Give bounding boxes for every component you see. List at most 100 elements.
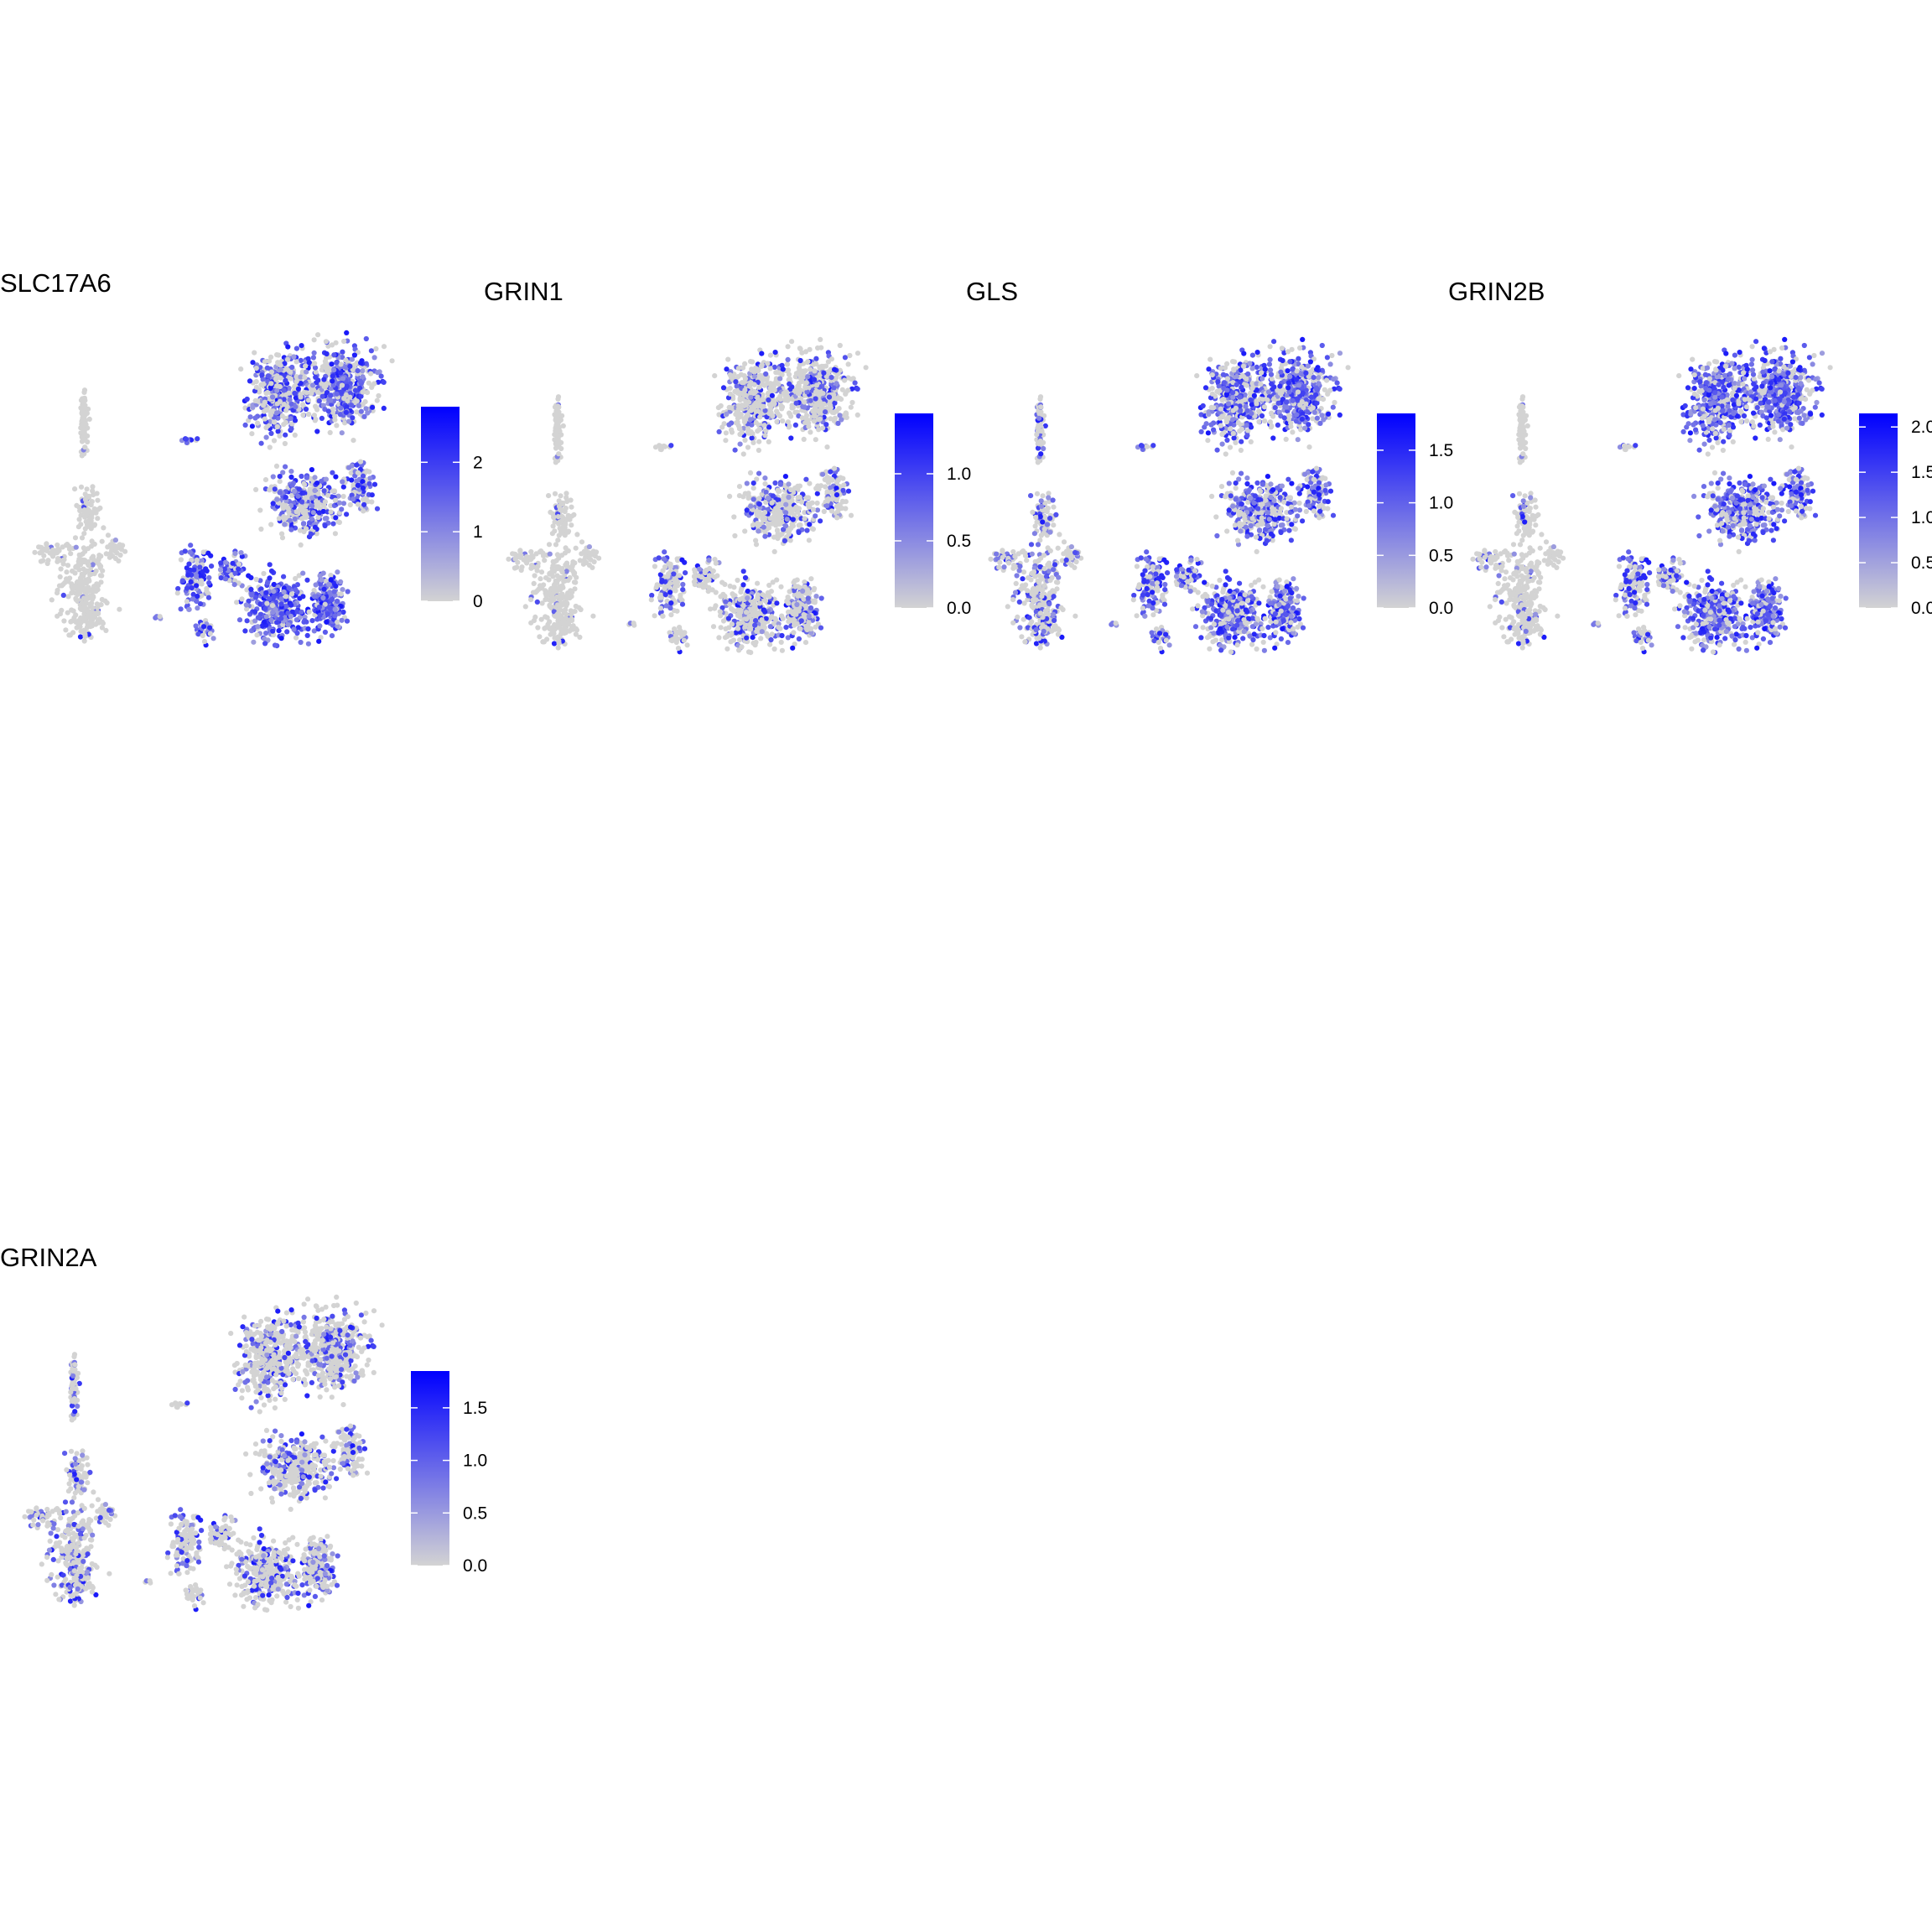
cell-point	[295, 386, 301, 392]
cell-point	[745, 444, 751, 450]
cell-point	[653, 584, 659, 590]
cell-point	[568, 626, 574, 632]
cell-point	[319, 415, 325, 421]
cell-point	[340, 376, 346, 382]
cell-point	[242, 628, 248, 634]
cell-point	[349, 402, 355, 408]
cell-point	[257, 507, 263, 513]
cell-point	[750, 635, 756, 641]
cell-point	[262, 359, 267, 365]
cell-point	[207, 625, 213, 631]
cell-point	[283, 377, 288, 383]
cell-point	[262, 416, 267, 422]
cell-point	[737, 621, 743, 626]
cell-point	[514, 564, 520, 570]
cell-point	[652, 613, 657, 619]
cell-point	[335, 569, 340, 575]
cell-point	[744, 616, 750, 622]
cell-point	[747, 470, 754, 476]
cell-point	[812, 585, 818, 592]
cell-point	[723, 599, 729, 605]
cell-point	[329, 342, 335, 348]
cell-point	[79, 439, 86, 444]
cell-point	[735, 577, 740, 584]
cell-point	[785, 344, 791, 350]
cell-point	[679, 601, 686, 607]
cell-point	[81, 531, 87, 537]
cell-point	[716, 428, 722, 434]
cell-point	[332, 613, 338, 619]
cell-point	[217, 567, 224, 573]
cell-point	[303, 508, 309, 514]
cell-point	[808, 397, 813, 403]
cell-point	[369, 384, 375, 390]
cell-point	[815, 345, 821, 351]
cell-point	[283, 419, 288, 425]
cell-point	[524, 560, 530, 566]
cell-point	[776, 370, 782, 376]
cell-point	[532, 614, 538, 621]
cell-point	[765, 361, 771, 366]
cell-point	[354, 478, 360, 484]
cell-point	[304, 369, 309, 375]
cell-point	[80, 417, 86, 423]
cell-point	[716, 635, 722, 641]
cell-point	[306, 411, 312, 418]
cell-point	[276, 628, 282, 634]
cell-point	[812, 412, 818, 418]
cell-point	[198, 574, 204, 579]
cell-point	[311, 350, 317, 356]
cell-point	[205, 595, 212, 600]
cell-point	[824, 444, 830, 450]
cell-point	[117, 606, 122, 612]
cell-point	[834, 503, 840, 510]
cell-point	[304, 390, 309, 396]
cell-point	[661, 556, 667, 562]
cell-point	[797, 389, 802, 396]
cell-point	[252, 415, 258, 421]
cell-point	[806, 420, 812, 426]
cell-point	[771, 401, 777, 407]
cell-point	[298, 394, 304, 400]
cell-point	[253, 486, 259, 493]
cell-point	[269, 603, 276, 609]
cell-point	[556, 404, 562, 410]
cell-point	[309, 382, 316, 388]
cell-point	[808, 626, 814, 632]
cell-point	[274, 496, 280, 502]
panel-title: SLC17A6	[0, 268, 112, 298]
cell-point	[539, 600, 545, 606]
cell-point	[314, 480, 320, 486]
cell-point	[272, 419, 278, 425]
cell-point	[276, 352, 282, 358]
cell-point	[77, 634, 84, 640]
cell-point	[565, 529, 571, 535]
cell-point	[186, 606, 192, 612]
cell-point	[316, 638, 322, 644]
cell-point	[765, 633, 771, 639]
cell-point	[340, 484, 346, 490]
cell-point	[55, 542, 60, 548]
cell-point	[732, 388, 738, 394]
cell-point	[538, 616, 544, 622]
cell-point	[787, 376, 792, 382]
cell-point	[776, 382, 782, 387]
cell-point	[546, 577, 552, 583]
cell-point	[333, 474, 339, 480]
cell-point	[349, 477, 355, 483]
cell-point	[334, 598, 340, 605]
cell-point	[537, 634, 543, 640]
cell-point	[72, 535, 79, 541]
cell-point	[303, 406, 309, 413]
cell-point	[282, 503, 288, 509]
cell-point	[340, 493, 346, 500]
cell-point	[571, 512, 577, 518]
cell-point	[251, 639, 257, 645]
cell-point	[262, 619, 267, 625]
cell-point	[81, 387, 88, 393]
cell-point	[277, 474, 283, 480]
cell-point	[327, 589, 333, 595]
cell-point	[249, 431, 255, 437]
cell-point	[750, 496, 756, 502]
cell-point	[265, 373, 271, 379]
